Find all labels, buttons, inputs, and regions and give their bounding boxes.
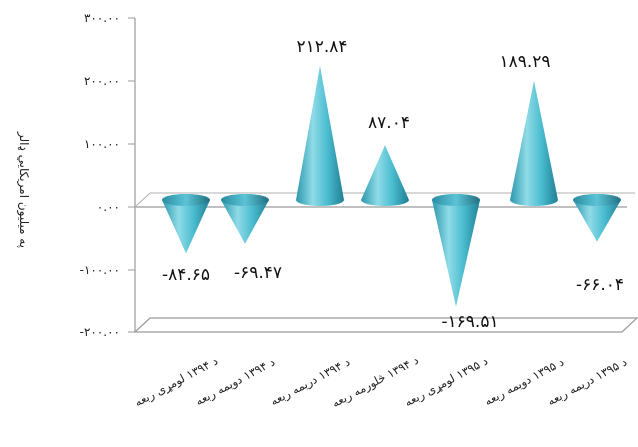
data-label: ۸۷.۰۴ — [368, 113, 410, 133]
data-label: ۱۸۹.۲۹ — [499, 52, 550, 72]
cone-body — [296, 65, 344, 206]
cone-base — [573, 194, 621, 206]
cone-series — [162, 65, 621, 307]
cone-mark — [432, 194, 480, 307]
cone-body — [162, 194, 210, 254]
y-tick-label: ۲۰۰.۰۰ — [84, 74, 120, 88]
cone-body — [573, 194, 621, 242]
data-label: -۱۶۹.۵۱ — [441, 312, 498, 332]
cone-base — [432, 194, 480, 206]
cone-mark — [221, 194, 269, 244]
y-axis-title: په میلیون امریکایي ډالر — [16, 131, 31, 248]
floor — [133, 317, 638, 333]
y-tick-label: ۱۰۰.۰۰ — [84, 137, 120, 151]
y-ticks: ۳۰۰.۰۰ ۲۰۰.۰۰ ۱۰۰.۰۰ ۰.۰۰ -۱۰۰.۰۰ -۲۰۰.۰… — [80, 11, 135, 339]
cone-mark — [361, 145, 409, 206]
cone-mark — [510, 80, 558, 206]
cone-mark — [573, 194, 621, 242]
data-label: -۶۶.۰۴ — [576, 275, 624, 295]
cone-body — [510, 80, 558, 206]
data-label: ۲۱۲.۸۴ — [296, 37, 347, 57]
y-tick-label: ۰.۰۰ — [97, 200, 120, 214]
cone-body — [221, 194, 269, 244]
zero-plane-side — [134, 192, 151, 208]
y-tick-label: ۳۰۰.۰۰ — [84, 11, 120, 25]
data-label: -۸۴.۶۵ — [162, 265, 210, 285]
cone-body — [432, 194, 480, 307]
data-label: -۶۹.۴۷ — [234, 263, 282, 283]
cone-mark — [162, 194, 210, 254]
y-tick-label: -۲۰۰.۰۰ — [80, 325, 120, 339]
cone-body — [361, 145, 409, 206]
cone-base — [162, 194, 210, 206]
cone-mark — [296, 65, 344, 206]
cone-base — [221, 194, 269, 206]
y-tick-label: -۱۰۰.۰۰ — [80, 263, 120, 277]
data-labels: -۸۴.۶۵ -۶۹.۴۷ ۲۱۲.۸۴ ۸۷.۰۴ -۱۶۹.۵۱ ۱۸۹.۲۹ -۶۶.… — [162, 37, 624, 332]
